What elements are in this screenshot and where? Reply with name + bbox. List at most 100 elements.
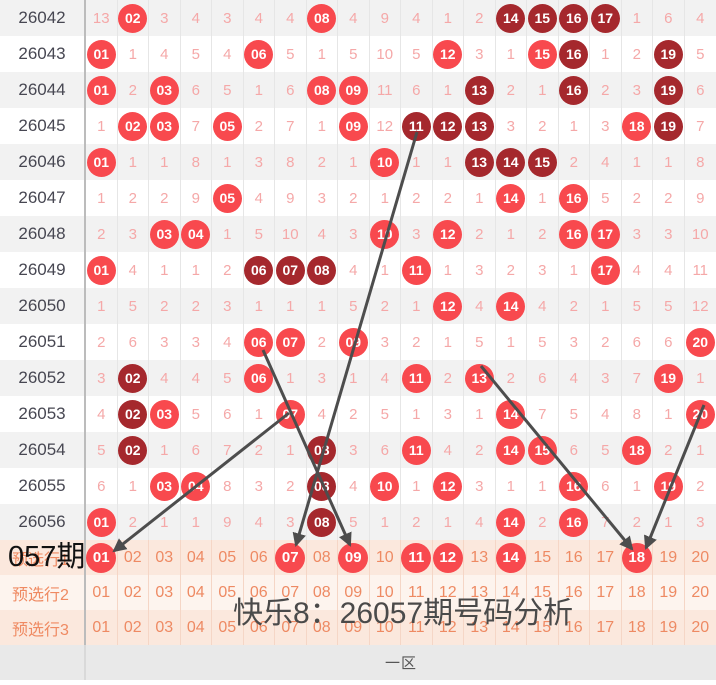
- preselect-number[interactable]: 01: [86, 540, 118, 575]
- preselect-number[interactable]: 20: [685, 540, 716, 575]
- preselect-number[interactable]: 19: [653, 575, 685, 610]
- preselect-number[interactable]: 06: [244, 575, 275, 610]
- preselect-number[interactable]: 03: [149, 540, 181, 575]
- preselect-number[interactable]: 16: [559, 610, 590, 645]
- drawn-number-ball: 03: [149, 219, 179, 249]
- preselect-number[interactable]: 06: [244, 610, 275, 645]
- period-label: 26054: [0, 432, 86, 468]
- number-cell: 2: [118, 72, 149, 108]
- miss-count: 4: [317, 225, 326, 243]
- miss-count: 1: [286, 369, 295, 387]
- preselect-number[interactable]: 05: [212, 575, 244, 610]
- preselect-number[interactable]: 17: [590, 575, 622, 610]
- period-label: 26053: [0, 396, 86, 432]
- preselect-number[interactable]: 07: [275, 575, 307, 610]
- preselect-number[interactable]: 15: [527, 540, 559, 575]
- preselect-number[interactable]: 03: [149, 610, 181, 645]
- preselect-number[interactable]: 11: [401, 610, 433, 645]
- preselect-number[interactable]: 08: [307, 610, 338, 645]
- preselect-number[interactable]: 10: [370, 540, 401, 575]
- selected-number-ball[interactable]: 01: [86, 542, 117, 573]
- preselect-number[interactable]: 18: [622, 610, 653, 645]
- preselect-number[interactable]: 13: [464, 610, 496, 645]
- miss-count: 3: [223, 9, 232, 27]
- preselect-number[interactable]: 01: [86, 575, 118, 610]
- miss-count: 1: [254, 297, 263, 315]
- preselect-number[interactable]: 11: [401, 540, 433, 575]
- number-cell: 6: [181, 72, 212, 108]
- preselect-number[interactable]: 13: [464, 575, 496, 610]
- preselect-number[interactable]: 02: [118, 575, 149, 610]
- preselect-number[interactable]: 19: [653, 540, 685, 575]
- miss-count: 2: [601, 333, 610, 351]
- preselect-row-label: 预选行1: [0, 540, 86, 575]
- preselect-number[interactable]: 09: [338, 540, 370, 575]
- preselect-number[interactable]: 04: [181, 610, 212, 645]
- preselect-number[interactable]: 17: [590, 610, 622, 645]
- number-cell: 01: [86, 504, 118, 540]
- number-cell: 4: [590, 144, 622, 180]
- preselect-number[interactable]: 03: [149, 575, 181, 610]
- number-cell: 1: [370, 180, 401, 216]
- miss-count: 2: [349, 189, 358, 207]
- selected-number-ball[interactable]: 11: [401, 542, 432, 573]
- preselect-number[interactable]: 18: [621, 540, 653, 575]
- preselect-number[interactable]: 14: [496, 575, 527, 610]
- miss-count: 1: [191, 513, 200, 531]
- preselect-number[interactable]: 17: [590, 540, 622, 575]
- miss-count: 4: [254, 189, 263, 207]
- selected-number-ball[interactable]: 12: [432, 542, 463, 573]
- preselect-number[interactable]: 05: [212, 610, 244, 645]
- preselect-number[interactable]: 12: [433, 575, 464, 610]
- preselect-number[interactable]: 16: [559, 540, 590, 575]
- preselect-number[interactable]: 09: [338, 575, 370, 610]
- preselect-number[interactable]: 06: [244, 540, 275, 575]
- preselect-number[interactable]: 18: [622, 575, 653, 610]
- preselect-number-text: 16: [564, 548, 583, 566]
- preselect-number[interactable]: 07: [275, 610, 307, 645]
- preselect-number[interactable]: 13: [464, 540, 496, 575]
- preselect-number[interactable]: 11: [401, 575, 433, 610]
- preselect-number[interactable]: 19: [653, 610, 685, 645]
- preselect-number[interactable]: 10: [370, 610, 401, 645]
- preselect-number[interactable]: 08: [307, 575, 338, 610]
- number-cell: 08: [307, 504, 338, 540]
- number-cell: 1: [212, 144, 244, 180]
- preselect-number[interactable]: 02: [118, 610, 149, 645]
- preselect-number-text: 19: [659, 618, 678, 636]
- preselect-number[interactable]: 20: [685, 575, 716, 610]
- number-cell: 2: [433, 360, 464, 396]
- preselect-number[interactable]: 07: [275, 540, 307, 575]
- selected-number-ball[interactable]: 18: [621, 542, 652, 573]
- period-row: 26056 01 2 1 1 9 4 3 08 5 1 2 1 4 14 2 16 7 2 1 3: [0, 504, 716, 540]
- preselect-number[interactable]: 12: [432, 540, 464, 575]
- selected-number-ball[interactable]: 14: [495, 542, 526, 573]
- preselect-number[interactable]: 20: [685, 610, 716, 645]
- preselect-number[interactable]: 15: [527, 610, 559, 645]
- preselect-number[interactable]: 02: [118, 540, 149, 575]
- selected-number-ball[interactable]: 09: [338, 542, 369, 573]
- preselect-number[interactable]: 04: [181, 540, 212, 575]
- preselect-number[interactable]: 14: [495, 540, 527, 575]
- preselect-number[interactable]: 10: [370, 575, 401, 610]
- drawn-number-ball: 01: [86, 75, 116, 105]
- period-row: 26044 01 2 03 6 5 1 6 08 09 11 6 1 13 2 1 16 2 3 19 6: [0, 72, 716, 108]
- preselect-number[interactable]: 09: [338, 610, 370, 645]
- preselect-number[interactable]: 05: [212, 540, 244, 575]
- preselect-number[interactable]: 04: [181, 575, 212, 610]
- number-cell: 4: [118, 252, 149, 288]
- number-cell: 17: [590, 0, 622, 36]
- number-cell: 09: [338, 108, 370, 144]
- number-cell: 11: [401, 360, 433, 396]
- preselect-number[interactable]: 16: [559, 575, 590, 610]
- number-cell: 3: [212, 0, 244, 36]
- preselect-number[interactable]: 15: [527, 575, 559, 610]
- miss-count: 8: [696, 153, 705, 171]
- preselect-number[interactable]: 08: [307, 540, 338, 575]
- preselect-number[interactable]: 12: [433, 610, 464, 645]
- preselect-number[interactable]: 14: [496, 610, 527, 645]
- miss-count: 1: [160, 513, 169, 531]
- preselect-number[interactable]: 01: [86, 610, 118, 645]
- selected-number-ball[interactable]: 07: [275, 542, 306, 573]
- drawn-number-ball: 11: [401, 255, 431, 285]
